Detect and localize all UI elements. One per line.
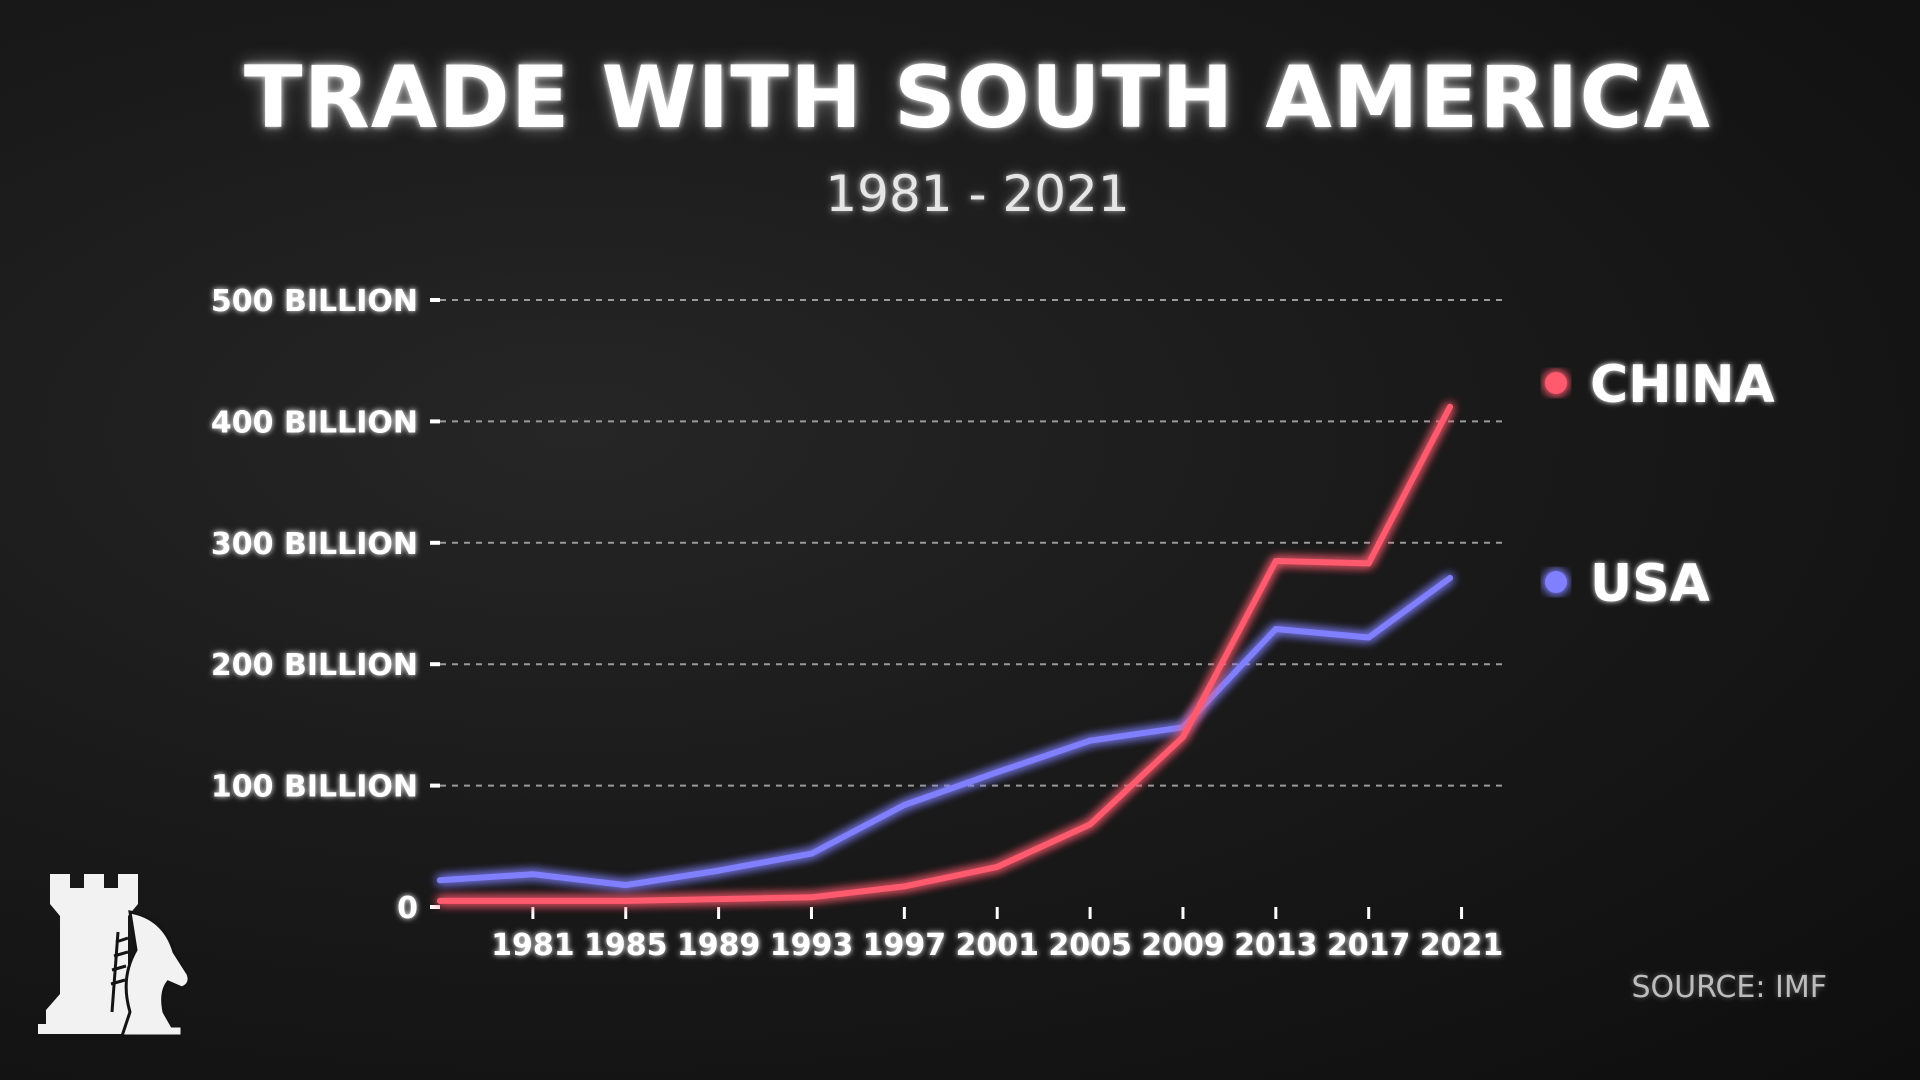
data-point-usa [622, 882, 629, 889]
data-point-usa [715, 867, 722, 874]
chart-title: TRADE WITH SOUTH AMERICA [243, 48, 1712, 148]
x-tick-label: 2013 [1234, 928, 1318, 963]
data-point-usa [1365, 634, 1372, 641]
x-tick-label: 1985 [584, 928, 668, 963]
series-line-china [437, 403, 1453, 904]
chart-subtitle: 1981 - 2021 [825, 165, 1130, 223]
legend-label-china: CHINA [1590, 355, 1775, 415]
x-tick-label: 2005 [1048, 928, 1132, 963]
data-point-china [622, 897, 629, 904]
x-tick-label: 1997 [863, 928, 947, 963]
y-tick-label: 500 BILLION [211, 284, 418, 319]
x-tick-label: 2009 [1141, 928, 1225, 963]
y-tick-label: 400 BILLION [211, 405, 418, 440]
x-tick-label: 1993 [770, 928, 854, 963]
data-point-usa [529, 871, 536, 878]
data-point-usa [994, 769, 1001, 776]
y-tick-label: 300 BILLION [211, 527, 418, 562]
axes [438, 298, 1548, 910]
data-point-china [1272, 558, 1279, 565]
legend-label-usa: USA [1590, 554, 1710, 614]
x-tick-label: 2021 [1420, 928, 1504, 963]
data-point-china [1365, 560, 1372, 567]
x-tick-label: 1989 [677, 928, 761, 963]
data-point-usa [437, 877, 443, 884]
data-point-china [1179, 734, 1186, 741]
data-point-china [901, 883, 908, 890]
x-tick-label: 2017 [1327, 928, 1411, 963]
y-tick-label: 0 [397, 891, 418, 926]
y-tick-label: 100 BILLION [211, 770, 418, 805]
rook-knight-logo-icon [38, 874, 191, 1038]
data-point-usa [901, 802, 908, 809]
data-point-usa [808, 850, 815, 857]
data-point-usa [1087, 737, 1094, 744]
data-point-china [808, 894, 815, 901]
y-tick-label: 200 BILLION [211, 648, 418, 683]
legend: CHINA USA [1545, 355, 1775, 614]
data-point-china [437, 897, 443, 904]
data-point-usa [1446, 575, 1453, 582]
data-point-usa [1272, 625, 1279, 632]
data-point-china [994, 863, 1001, 870]
data-point-china [1087, 821, 1094, 828]
y-axis-ticks: 0 100 BILLION 200 BILLION 300 BILLION 400 BI… [211, 284, 440, 926]
x-tick-label: 1981 [491, 928, 575, 963]
legend-dot-usa [1545, 571, 1567, 593]
legend-dot-china [1545, 372, 1567, 394]
source-note: SOURCE: IMF [1631, 970, 1828, 1005]
gridlines [440, 299, 1508, 787]
series-lines [437, 403, 1453, 904]
data-point-china [1446, 403, 1453, 410]
series-line-usa [437, 575, 1453, 889]
x-tick-label: 2001 [955, 928, 1039, 963]
x-axis-ticks: 1981 1985 1989 1993 1997 2001 2005 2009 2013 2017… [491, 907, 1503, 963]
